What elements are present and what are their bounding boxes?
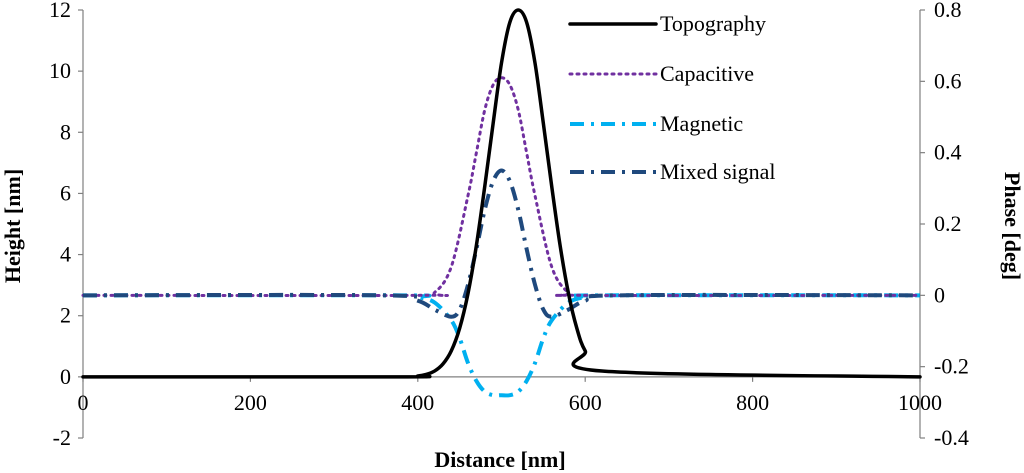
x-axis-title: Distance [nm] bbox=[434, 447, 565, 472]
series-layer bbox=[81, 8, 922, 398]
legend-label-topography: Topography bbox=[660, 11, 766, 36]
x-tick-label: 1000 bbox=[898, 390, 942, 415]
y2-tick-label: -0.4 bbox=[934, 425, 969, 450]
y-tick-label: 2 bbox=[60, 303, 71, 328]
x-tick-label: 0 bbox=[78, 390, 89, 415]
x-tick-label: 600 bbox=[569, 390, 602, 415]
y2-tick-label: 0.2 bbox=[934, 211, 962, 236]
series-line-magnetic bbox=[82, 293, 921, 398]
y-tick-label: 0 bbox=[60, 364, 71, 389]
y-tick-label: 6 bbox=[60, 180, 71, 205]
series-line-topography bbox=[81, 8, 922, 379]
legend: Topography Capacitive Magnetic Mixed signal bbox=[568, 11, 776, 184]
x-tick-label: 200 bbox=[234, 390, 267, 415]
y2-tick-label: 0 bbox=[934, 282, 945, 307]
series-line-mixed-signal bbox=[82, 168, 921, 319]
y-tick-label: 4 bbox=[60, 242, 71, 267]
y-tick-label: -2 bbox=[53, 425, 71, 450]
x-tick-label: 800 bbox=[736, 390, 769, 415]
legend-label-mixed-signal: Mixed signal bbox=[660, 159, 776, 184]
legend-label-magnetic: Magnetic bbox=[660, 111, 743, 136]
y-axis-title: Height [nm] bbox=[0, 169, 25, 283]
y2-tick-label: 0.6 bbox=[934, 68, 962, 93]
y-tick-label: 8 bbox=[60, 119, 71, 144]
y2-tick-label: 0.8 bbox=[934, 0, 962, 22]
y2-tick-label: -0.2 bbox=[934, 354, 969, 379]
legend-label-capacitive: Capacitive bbox=[660, 61, 754, 86]
x-tick-label: 400 bbox=[401, 390, 434, 415]
y-tick-label: 10 bbox=[49, 58, 71, 83]
tick-labels: -2 0 2 4 6 8 10 12 -0.4 -0.2 0 0.2 0.4 0.6 0.8 0 200 400 6… bbox=[49, 0, 969, 450]
y2-axis-title: Phase [deg] bbox=[1000, 172, 1024, 280]
series-line-capacitive bbox=[81, 76, 922, 298]
y2-tick-label: 0.4 bbox=[934, 140, 962, 165]
y-tick-label: 12 bbox=[49, 0, 71, 22]
